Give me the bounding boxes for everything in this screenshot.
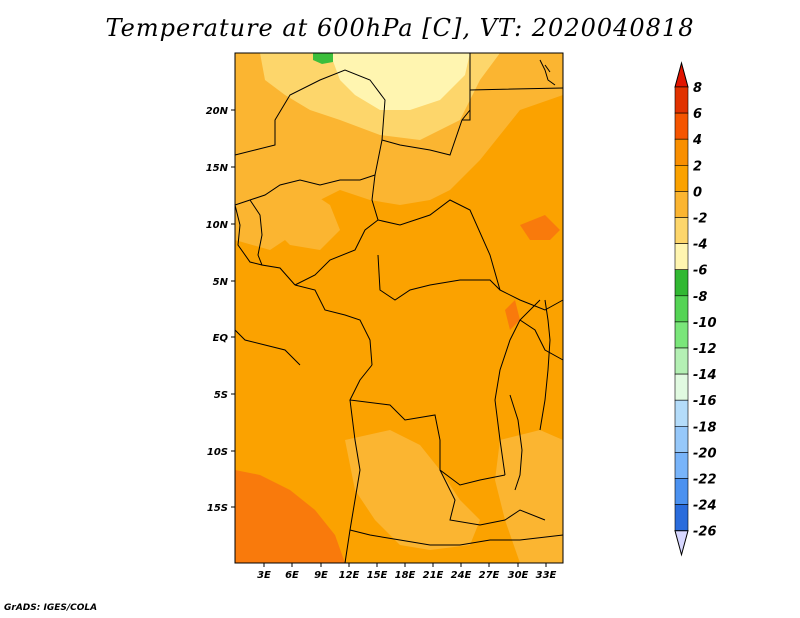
temperature-field: [235, 53, 563, 563]
colorbar-swatch: [674, 112, 689, 140]
colorbar-swatch: [674, 295, 689, 323]
lon-label-33e: 33E: [536, 570, 557, 581]
colorbar-swatch: [674, 138, 689, 166]
region-green: [313, 53, 333, 64]
colorbar-label: 6: [693, 107, 702, 122]
lon-label-9e: 9E: [314, 570, 328, 581]
colorbar-label: 2: [693, 159, 702, 174]
region-warm-lake: [505, 300, 520, 330]
longitude-axis: 3E 6E 9E 12E 15E 18E 21E 24E 27E 30E 33E: [257, 563, 557, 581]
colorbar-swatch: [674, 269, 689, 297]
colorbar-swatch: [674, 243, 689, 271]
colorbar-swatch: [674, 165, 689, 192]
colorbar-label: -20: [693, 446, 717, 461]
colorbar-label: 0: [693, 185, 702, 200]
colorbar-swatch: [674, 347, 689, 375]
colorbar-label: -10: [693, 316, 717, 331]
lon-label-12e: 12E: [339, 570, 360, 581]
colorbar: 8 6 4 2 0 -2 -4 -6 -8 -10 -12 -14 -16 -18 -20 -22 -24 -26: [674, 61, 717, 557]
lon-label-24e: 24E: [451, 570, 472, 581]
lat-label-10n: 10N: [206, 220, 229, 231]
colorbar-label: -14: [693, 368, 717, 383]
lat-label-15n: 15N: [206, 163, 229, 174]
colorbar-swatch: [674, 191, 689, 218]
colorbar-swatch: [674, 504, 689, 532]
colorbar-swatch: [674, 399, 689, 427]
lon-label-15e: 15E: [367, 570, 388, 581]
colorbar-top-arrow: [674, 61, 689, 88]
colorbar-label: -4: [693, 238, 707, 253]
colorbar-label: 4: [692, 133, 702, 148]
lat-label-5s: 5S: [214, 390, 228, 401]
country-borders: [234, 53, 564, 564]
lat-label-eq: EQ: [213, 333, 229, 344]
colorbar-swatch: [674, 452, 689, 479]
lon-label-6e: 6E: [285, 570, 299, 581]
region-very-pale: [330, 53, 470, 110]
colorbar-swatch: [674, 321, 689, 349]
colorbar-swatch: [674, 478, 689, 505]
colorbar-label: -24: [693, 499, 717, 514]
lon-label-21e: 21E: [423, 570, 444, 581]
lat-label-5n: 5N: [213, 277, 229, 288]
region-warm-east: [520, 215, 560, 240]
region-warm-southwest: [235, 470, 345, 563]
colorbar-label: 8: [693, 81, 702, 96]
colorbar-label: -6: [693, 264, 707, 279]
map-title: Temperature at 600hPa [C], VT: 202004081…: [105, 14, 695, 42]
colorbar-label: -18: [693, 420, 717, 435]
grads-credit: GrADS: IGES/COLA: [4, 603, 98, 613]
lon-label-18e: 18E: [395, 570, 416, 581]
colorbar-label: -22: [693, 473, 717, 488]
colorbar-label: -8: [693, 290, 707, 305]
colorbar-label: -26: [693, 525, 717, 540]
colorbar-swatch: [674, 425, 689, 453]
region-lighter-south: [345, 430, 480, 550]
lat-label-20n: 20N: [206, 106, 229, 117]
lon-label-30e: 30E: [508, 570, 529, 581]
colorbar-label: -2: [693, 212, 707, 227]
latitude-axis: 20N 15N 10N 5N EQ 5S 10S 15S: [206, 106, 235, 514]
lon-label-3e: 3E: [257, 570, 271, 581]
lat-label-10s: 10S: [207, 447, 228, 458]
colorbar-swatch: [674, 217, 689, 244]
region-lighter-central: [270, 185, 340, 250]
colorbar-label: -12: [693, 342, 717, 357]
colorbar-bottom-arrow: [674, 530, 689, 557]
lat-label-15s: 15S: [207, 503, 228, 514]
region-lighter-southeast: [495, 430, 563, 563]
map-frame: [234, 52, 564, 564]
colorbar-swatch: [674, 373, 689, 401]
lon-label-27e: 27E: [479, 570, 500, 581]
colorbar-swatch: [674, 86, 689, 114]
colorbar-label: -16: [693, 394, 717, 409]
